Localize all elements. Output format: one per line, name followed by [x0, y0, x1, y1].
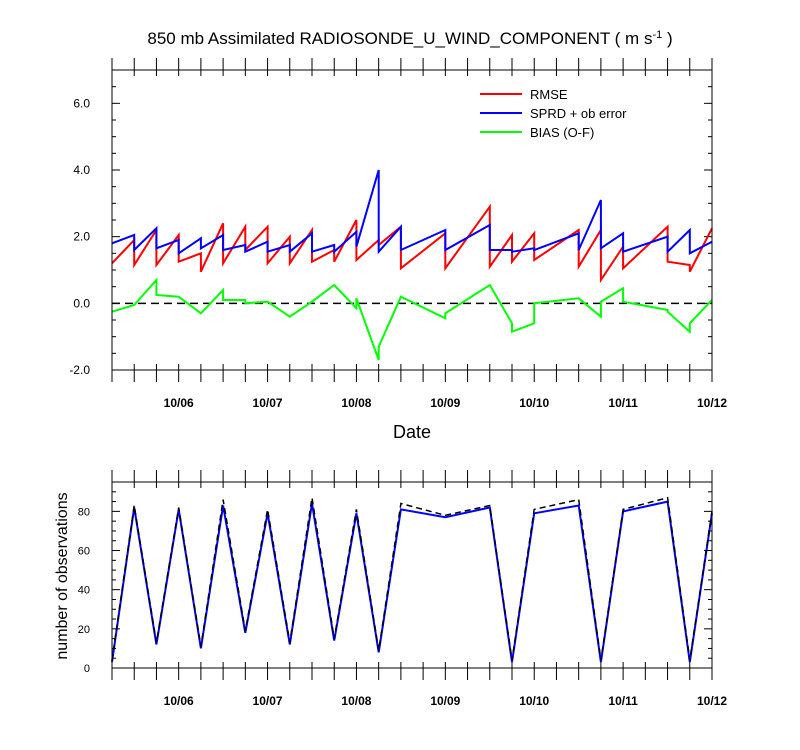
- x-tick-label: 10/10: [519, 396, 549, 410]
- top-y-tick-labels: -2.0 0.0 2.0 4.0 6.0: [69, 96, 90, 377]
- x-tick-label: 10/07: [253, 694, 283, 708]
- chart-title: 850 mb Assimilated RADIOSONDE_U_WIND_COM…: [147, 29, 672, 48]
- y-tick-label: 6.0: [73, 96, 90, 110]
- y-tick-label: 40: [78, 585, 90, 597]
- bottom-plot-frame: [111, 481, 713, 669]
- x-axis-label: Date: [393, 422, 431, 442]
- x-tick-label: 10/07: [253, 396, 283, 410]
- x-tick-label: 10/06: [164, 694, 194, 708]
- series-line-rmse: [111, 203, 713, 284]
- x-tick-label: 10/10: [519, 694, 549, 708]
- title-main: 850 mb Assimilated RADIOSONDE_U_WIND_COM…: [147, 29, 652, 48]
- top-plot-frame: [111, 69, 713, 371]
- top-plot-series: [111, 169, 713, 361]
- legend: RMSE SPRD + ob error BIAS (O-F): [480, 87, 627, 140]
- top-x-tick-labels: 10/06 10/07 10/08 10/09 10/10 10/11 10/12: [164, 396, 728, 410]
- bottom-y-tick-labels: 0 20 40 60 80: [78, 506, 90, 675]
- y-tick-label: 2.0: [73, 230, 90, 244]
- y-tick-label: 20: [78, 624, 90, 636]
- series-line-sprd-ob-error: [111, 169, 713, 256]
- x-tick-label: 10/11: [608, 396, 638, 410]
- series-line-possible: [111, 496, 713, 661]
- x-tick-label: 10/08: [341, 694, 371, 708]
- x-tick-label: 10/08: [341, 396, 371, 410]
- bottom-plot: 10/06 10/07 10/08 10/09 10/10 10/11 10/12 0 20 4…: [78, 470, 728, 708]
- legend-label: BIAS (O-F): [530, 125, 594, 140]
- title-end: ): [662, 29, 672, 48]
- y-tick-label: 0: [84, 663, 90, 675]
- x-tick-label: 10/12: [697, 694, 727, 708]
- y-axis-label-observations: number of observations: [54, 492, 71, 659]
- top-plot: 10/06 10/07 10/08 10/09 10/10 10/11 10/12 -2.0…: [69, 58, 727, 410]
- legend-label: RMSE: [530, 87, 568, 102]
- x-tick-label: 10/06: [164, 396, 194, 410]
- y-tick-label: 0.0: [73, 296, 90, 310]
- y-tick-label: 60: [78, 546, 90, 558]
- y-tick-label: 4.0: [73, 163, 90, 177]
- x-tick-label: 10/12: [697, 396, 727, 410]
- series-line-bias-o-f: [111, 277, 713, 361]
- legend-label: SPRD + ob error: [530, 106, 627, 121]
- bottom-plot-series: [111, 496, 713, 663]
- x-tick-label: 10/11: [608, 694, 638, 708]
- title-superscript: -1: [652, 29, 662, 41]
- x-tick-label: 10/09: [430, 396, 460, 410]
- x-tick-label: 10/09: [430, 694, 460, 708]
- bottom-x-tick-labels: 10/06 10/07 10/08 10/09 10/10 10/11 10/12: [164, 694, 728, 708]
- y-tick-label: 80: [78, 506, 90, 518]
- y-tick-label: -2.0: [69, 363, 90, 377]
- bottom-axis-ticks: [111, 470, 713, 680]
